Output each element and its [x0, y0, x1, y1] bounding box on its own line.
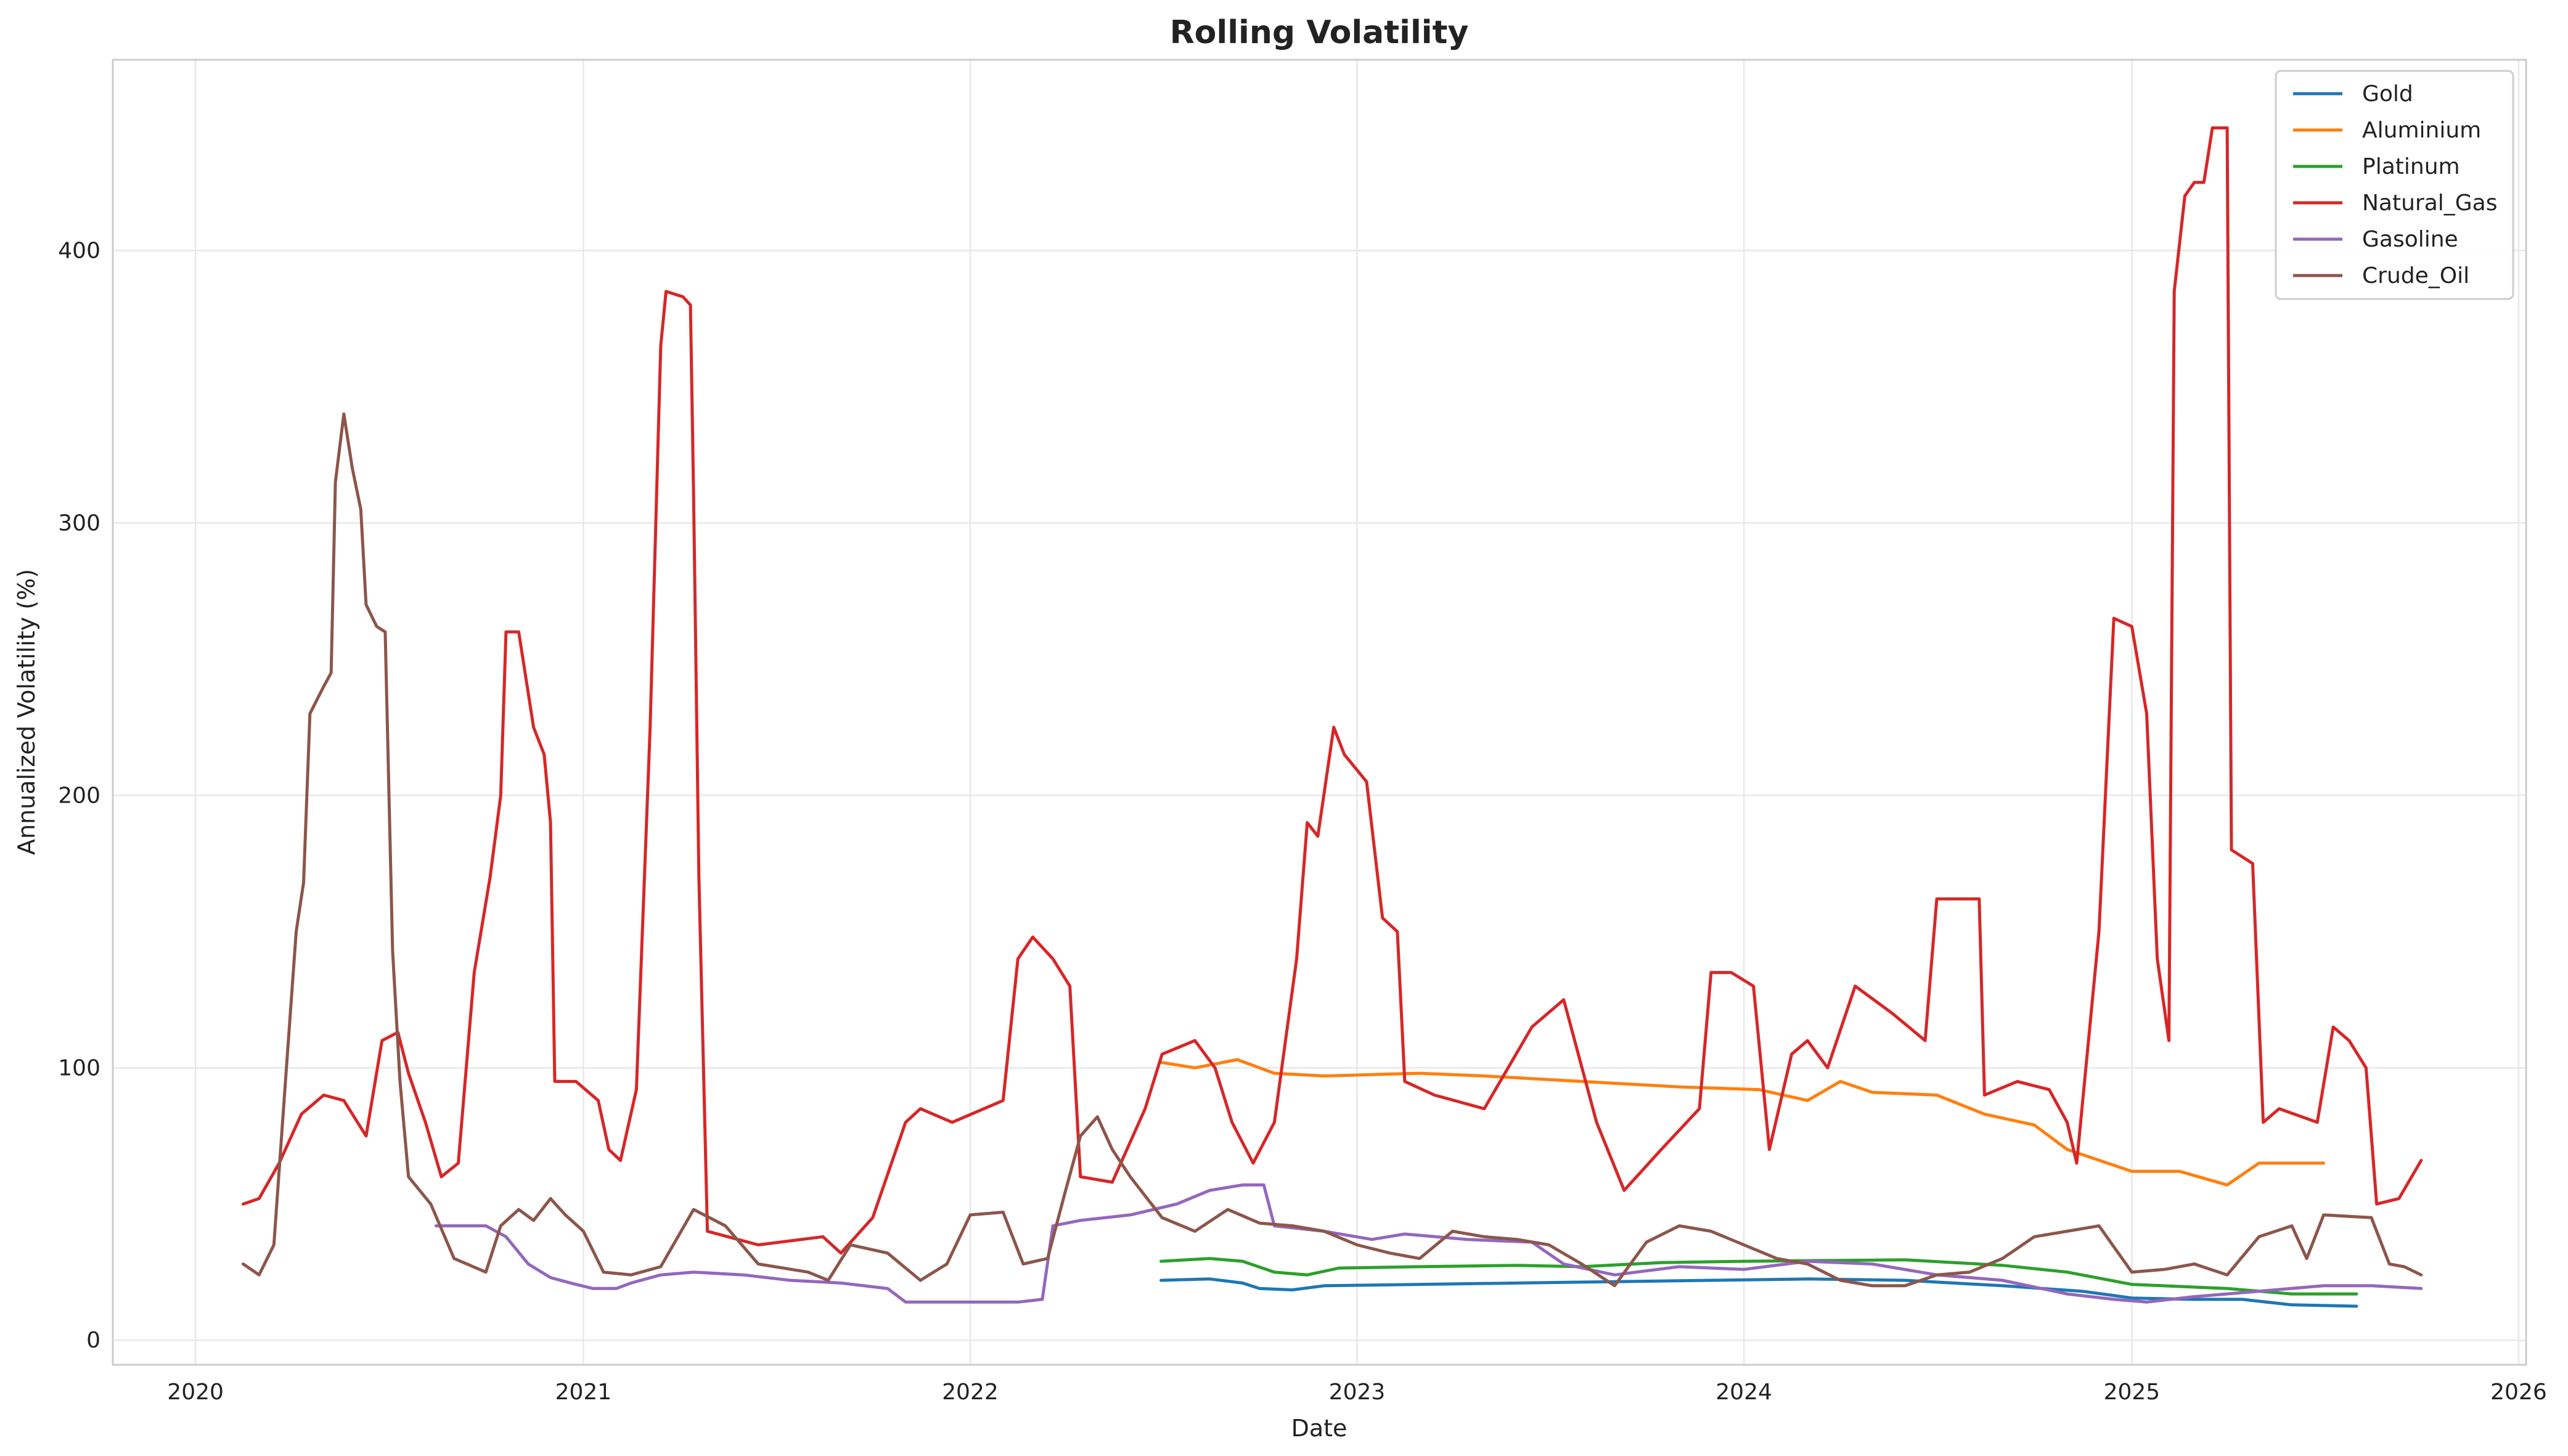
series-line-natural-gas [242, 126, 2423, 1255]
series-line-crude-oil [242, 412, 2423, 1288]
x-tick-label: 2024 [1715, 1380, 1772, 1405]
legend-label: Aluminium [2362, 118, 2481, 143]
y-axis-label: Annualized Volatility (%) [13, 569, 40, 855]
legend-label: Platinum [2362, 154, 2460, 179]
chart-title: Rolling Volatility [1170, 14, 1469, 51]
legend-box [2275, 70, 2514, 300]
legend-label: Natural_Gas [2362, 190, 2498, 216]
x-tick-label: 2026 [2490, 1380, 2547, 1405]
y-tick-label: 100 [58, 1055, 100, 1081]
x-tick-label: 2023 [1329, 1380, 1386, 1405]
x-tick-label: 2022 [942, 1380, 999, 1405]
tick-layer: 0 100 200 300 400 2020 2021 2022 2023 2024 2025 202… [58, 238, 2546, 1405]
series-line-platinum [1159, 1257, 2358, 1296]
x-axis-label: Date [1291, 1415, 1347, 1442]
legend-label: Gasoline [2362, 227, 2458, 252]
series-line-aluminium [1159, 1058, 2326, 1187]
legend-label: Gold [2362, 81, 2413, 107]
y-tick-label: 400 [58, 238, 100, 263]
x-tick-label: 2020 [167, 1380, 224, 1405]
series-line-gold [1159, 1277, 2358, 1308]
legend: Gold Aluminium Platinum Natural_Gas Gasoline… [2275, 70, 2514, 300]
plot-area-frame [112, 59, 2527, 1366]
x-tick-label: 2021 [555, 1380, 612, 1405]
series-line-gasoline [434, 1183, 2423, 1304]
y-tick-label: 300 [58, 510, 100, 536]
legend-entries: Gold Aluminium Platinum Natural_Gas Gasoline… [2293, 81, 2498, 288]
x-tick-label: 2025 [2104, 1380, 2161, 1405]
legend-label: Crude_Oil [2362, 263, 2469, 288]
y-tick-label: 200 [58, 783, 100, 808]
grid-layer [113, 60, 2526, 1365]
y-tick-label: 0 [86, 1328, 100, 1353]
series-layer [242, 126, 2423, 1308]
